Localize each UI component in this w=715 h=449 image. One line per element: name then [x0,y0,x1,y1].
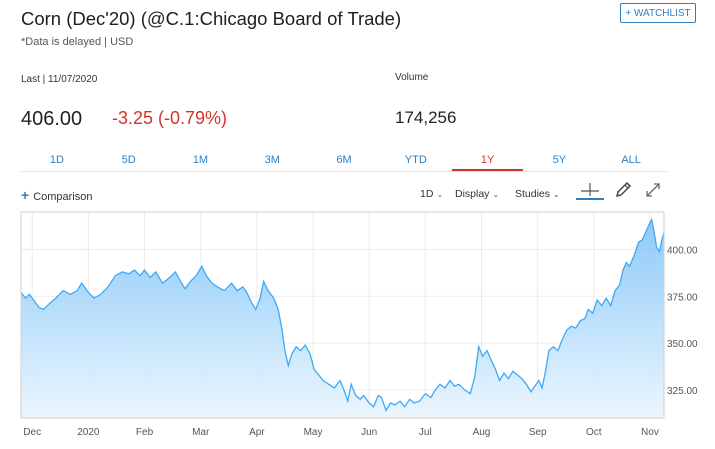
chevron-down-icon: ⌄ [436,190,444,199]
y-tick-label: 375.00 [667,292,698,303]
draw-tool-button[interactable] [613,180,633,200]
page-title: Corn (Dec'20) (@C.1:Chicago Board of Tra… [21,8,402,29]
last-trade-label: Last | 11/07/2020 [21,74,98,85]
price-change: -3.25 (-0.79%) [112,108,228,128]
x-tick-label: Apr [249,427,265,438]
expand-button[interactable] [643,180,663,200]
tab-6m[interactable]: 6M [336,154,352,166]
tab-1d[interactable]: 1D [49,154,64,166]
x-tick-label: Aug [473,427,491,438]
crosshair-tool-button[interactable] [575,181,605,201]
x-tick-label: Mar [192,427,210,438]
chevron-down-icon: ⌄ [492,190,500,199]
x-tick-label: 2020 [77,427,100,438]
price-chart[interactable]: Dec 2020 Feb Mar Apr May Jun Jul Aug Sep Oct Nov 32… [0,205,715,449]
x-tick-label: Sep [529,427,547,438]
last-price: 406.00 [21,108,83,130]
x-tick-label: Jun [361,427,377,438]
range-tabs: 1D 5D 1M 3M 6M YTD 1Y 5Y ALL [21,150,667,172]
y-axis: 325.00 350.00 375.00 400.00 [667,245,698,396]
data-delay-note: *Data is delayed | USD [21,36,134,48]
tab-3m[interactable]: 3M [264,154,280,166]
y-tick-label: 350.00 [667,339,698,350]
y-tick-label: 400.00 [667,245,698,256]
plus-icon: + [21,187,30,203]
tab-ytd[interactable]: YTD [404,154,427,166]
y-tick-label: 325.00 [667,386,698,397]
chevron-down-icon: ⌄ [553,190,560,199]
x-tick-label: May [304,427,323,438]
tab-5y[interactable]: 5Y [552,154,567,166]
tab-5d[interactable]: 5D [121,154,136,166]
volume-label: Volume [395,72,429,83]
comparison-button[interactable]: + Comparison [21,187,93,203]
studies-dropdown[interactable]: Studies ⌄ [515,188,560,200]
watchlist-button[interactable]: + WATCHLIST [620,3,696,23]
x-axis: Dec 2020 Feb Mar Apr May Jun Jul Aug Sep Oct Nov [23,427,659,438]
expand-icon [646,183,660,197]
x-tick-label: Dec [23,427,41,438]
tab-1y[interactable]: 1Y [451,150,524,171]
comparison-label: Comparison [33,191,93,203]
interval-dropdown[interactable]: 1D ⌄ [420,188,443,200]
price-area [21,219,664,418]
plot-border [20,211,665,419]
crosshair-icon [576,183,604,200]
display-label: Display [455,188,490,200]
volume-value: 174,256 [395,108,457,127]
x-tick-label: Nov [641,427,659,438]
x-tick-label: Jul [419,427,432,438]
studies-label: Studies [515,188,551,200]
interval-label: 1D [420,188,434,200]
display-dropdown[interactable]: Display ⌄ [455,188,499,200]
tab-all[interactable]: ALL [621,154,641,166]
x-tick-label: Oct [586,427,602,438]
tab-1m[interactable]: 1M [192,154,209,166]
x-tick-label: Feb [136,427,154,438]
pencil-icon [615,181,632,198]
price-line [20,217,665,413]
